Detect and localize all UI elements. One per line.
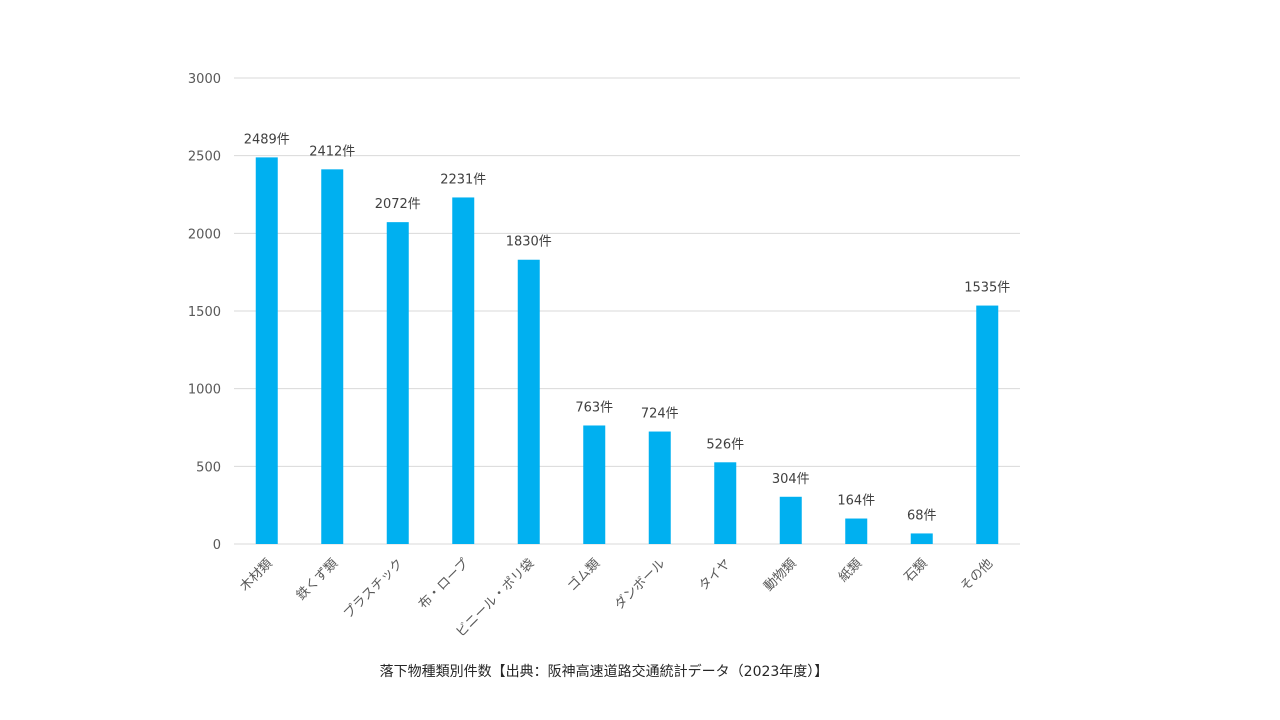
category-label: 紙類 [836,556,865,585]
bars [255,157,999,544]
category-label: その他 [958,556,996,594]
bar [714,462,737,544]
data-label: 1535件 [964,281,1010,296]
y-tick-label: 0 [213,538,221,553]
data-label: 724件 [641,407,679,422]
data-label: 2412件 [309,144,355,159]
bar [648,431,671,544]
data-label: 2231件 [440,172,486,187]
bar [845,518,868,544]
y-tick-label: 1500 [188,305,221,320]
y-tick-label: 1000 [188,383,221,398]
category-label: プラスチック [341,556,407,622]
y-axis-ticks: 0 500 1000 1500 2000 2500 3000 [188,72,221,553]
chart-caption: 落下物種類別件数【出典：阪神高速道路交通統計データ（2023年度）】 [380,663,829,680]
category-label: 木材類 [237,556,275,594]
bar [321,169,344,544]
bar [386,222,409,544]
bar [779,496,802,544]
bar [452,197,475,544]
category-label: 鉄くず類 [294,556,341,603]
category-label: 布・ロープ [416,556,472,612]
y-tick-label: 3000 [188,72,221,87]
bar [517,259,540,544]
y-tick-label: 500 [196,460,221,475]
bar [255,157,278,544]
category-label: ダンボール [612,556,669,613]
category-label: タイヤ [696,556,734,594]
data-labels: 2489件 2412件 2072件 2231件 1830件 763件 724件 526件 304… [244,132,1011,523]
category-label: 石類 [902,556,931,585]
gridlines [234,77,1020,545]
data-label: 164件 [837,494,875,509]
bar [583,425,606,544]
data-label: 304件 [772,472,810,487]
category-label: ゴム類 [564,556,603,595]
data-label: 68件 [907,508,937,523]
data-label: 2489件 [244,132,290,147]
bar [910,533,933,544]
y-tick-label: 2000 [188,227,221,242]
category-label: 動物類 [761,556,799,594]
data-label: 1830件 [506,235,552,250]
data-label: 2072件 [375,197,421,212]
bar [976,305,999,544]
data-label: 763件 [575,400,613,415]
y-tick-label: 2500 [188,150,221,165]
data-label: 526件 [706,437,744,452]
